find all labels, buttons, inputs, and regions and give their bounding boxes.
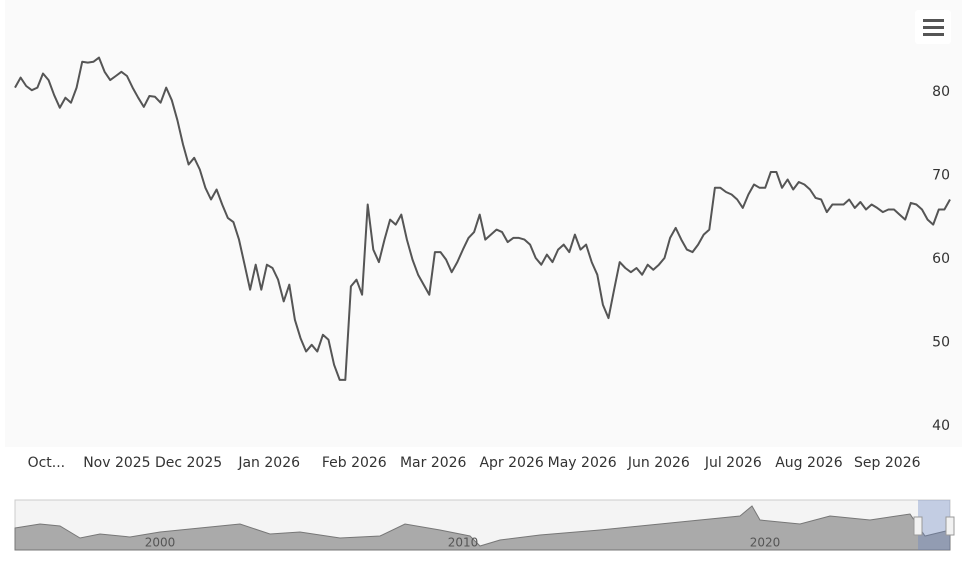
menu-icon-bar xyxy=(923,33,944,36)
x-tick-label: Mar 2026 xyxy=(400,455,467,471)
navigator-series xyxy=(14,505,951,551)
navigator-handle[interactable] xyxy=(913,516,923,536)
y-tick-label: 70 xyxy=(932,167,950,183)
menu-button[interactable] xyxy=(915,10,951,44)
price-line xyxy=(14,56,951,381)
y-tick-label: 50 xyxy=(932,334,950,350)
y-tick-label: 40 xyxy=(932,418,950,434)
x-tick-label: Nov 2025 xyxy=(83,455,150,471)
x-tick-label: Feb 2026 xyxy=(322,455,387,471)
x-tick-label: Dec 2025 xyxy=(155,455,222,471)
navigator-mask[interactable] xyxy=(918,500,950,550)
navigator-handle[interactable] xyxy=(945,516,955,536)
navigator-label: 2020 xyxy=(750,536,781,550)
x-tick-label: Jul 2026 xyxy=(704,455,762,471)
navigator: 2000 2010 2020 xyxy=(14,499,955,551)
x-tick-label: Sep 2026 xyxy=(854,455,921,471)
plot-background xyxy=(5,0,962,447)
x-tick-label: May 2026 xyxy=(548,455,617,471)
x-tick-label: Jan 2026 xyxy=(237,455,300,471)
y-tick-label: 60 xyxy=(932,251,950,267)
x-tick-label: Apr 2026 xyxy=(479,455,543,471)
navigator-label: 2000 xyxy=(145,536,176,550)
menu-icon-bar xyxy=(923,26,944,29)
x-tick-label: Oct... xyxy=(28,455,66,471)
x-tick-label: Aug 2026 xyxy=(775,455,843,471)
x-tick-label: Jun 2026 xyxy=(627,455,690,471)
menu-icon-bar xyxy=(923,19,944,22)
navigator-label: 2010 xyxy=(448,536,479,550)
y-tick-label: 80 xyxy=(932,84,950,100)
